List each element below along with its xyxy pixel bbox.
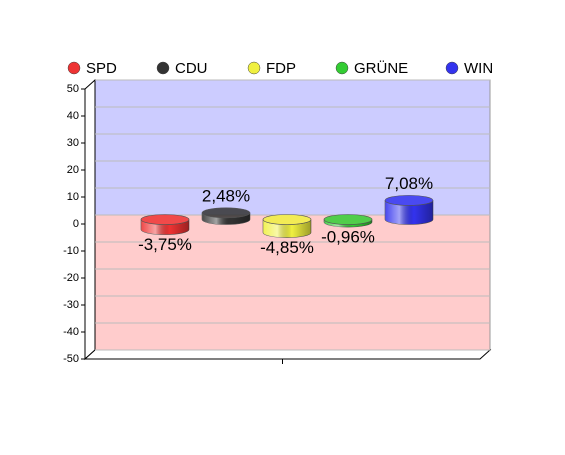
floor [83,349,492,360]
bar-shade [202,212,250,225]
y-tick-label: -20 [63,272,79,284]
legend-swatch [156,61,170,75]
y-tick-label: -10 [63,245,79,257]
bar-top [140,214,190,225]
y-tick-label: 20 [67,164,79,176]
y-tick-label: 50 [67,83,79,95]
legend-swatch [247,61,261,75]
bar-shade [385,200,434,225]
value-label: -3,75% [138,235,192,254]
legend-swatch [335,61,349,75]
value-label: 2,48% [202,186,250,205]
legend-swatch [67,61,81,75]
bar-top [262,214,312,225]
legend-label: CDU [175,60,208,77]
value-label: -4,85% [260,238,314,257]
legend-label: WIN [464,60,493,77]
y-tick-label: -30 [63,299,79,311]
bar-shade [324,219,372,228]
bar-top [384,195,434,206]
side-wall [84,78,96,361]
value-label: 7,08% [385,174,433,193]
y-tick-label: 0 [73,218,79,230]
legend-label: SPD [86,60,117,77]
bar-shade [141,219,189,235]
legend-label: GRÜNE [354,59,408,77]
y-tick-label: 30 [67,137,79,149]
y-tick-label: 40 [67,110,79,122]
y-tick-label: -50 [63,353,79,365]
value-label: -0,96% [321,228,375,247]
y-tick-label: -40 [63,326,79,338]
bar-top [201,207,251,219]
legend-swatch [445,61,459,75]
plot-positive-area [95,80,490,215]
legend-label: FDP [266,60,296,77]
bar-top [323,214,373,225]
y-tick-label: 10 [67,191,79,203]
